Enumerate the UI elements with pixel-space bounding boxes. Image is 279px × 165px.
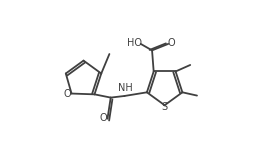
- Text: O: O: [100, 113, 107, 123]
- Text: O: O: [63, 89, 71, 99]
- Text: NH: NH: [118, 83, 133, 93]
- Text: O: O: [167, 38, 175, 48]
- Text: S: S: [162, 101, 168, 112]
- Text: HO: HO: [127, 38, 142, 48]
